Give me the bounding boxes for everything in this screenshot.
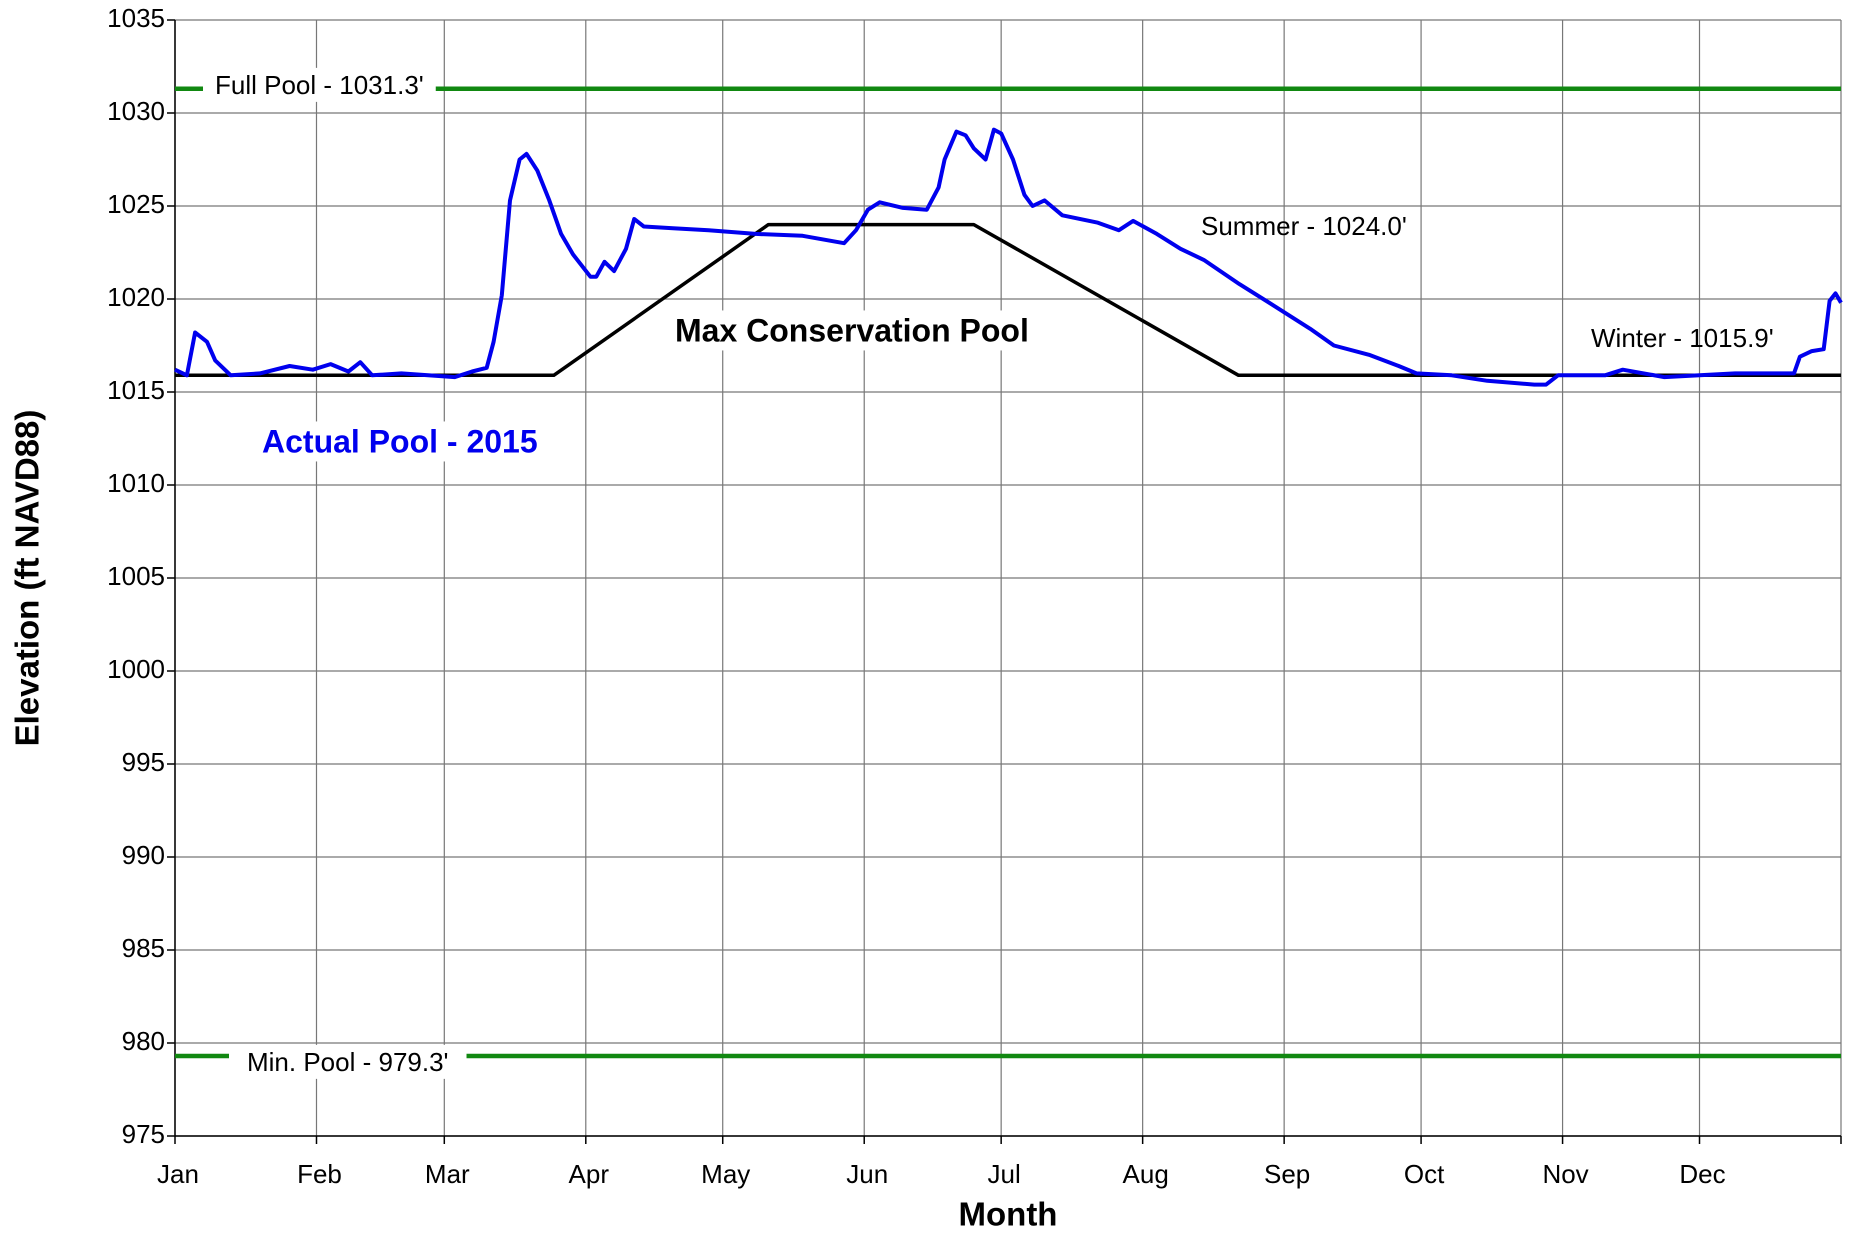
y-tick-label: 1005: [107, 561, 165, 591]
x-tick-label: Feb: [297, 1159, 342, 1189]
label-background: [669, 310, 1035, 351]
x-tick-label: Apr: [569, 1159, 610, 1189]
label-background: [229, 1044, 467, 1079]
series-label: Actual Pool - 2015: [262, 423, 538, 459]
y-tick-label: 1025: [107, 189, 165, 219]
series-line: [175, 222, 1841, 378]
y-tick-label: 995: [122, 747, 165, 777]
y-tick-label: 1020: [107, 282, 165, 312]
y-axis-title: Elevation (ft NAVD88): [9, 410, 46, 747]
y-tick-label: 980: [122, 1026, 165, 1056]
annotation: Winter - 1015.9': [1591, 323, 1774, 353]
y-tick-label: 1015: [107, 375, 165, 405]
x-axis-title: Month: [959, 1196, 1058, 1233]
x-tick-label: Oct: [1404, 1159, 1445, 1189]
y-tick-label: 1035: [107, 3, 165, 33]
y-tick-label: 985: [122, 933, 165, 963]
series-label: Max Conservation Pool: [675, 312, 1029, 348]
x-tick-label: Sep: [1264, 1159, 1310, 1189]
x-tick-label: Jul: [988, 1159, 1021, 1189]
x-tick-label: Dec: [1679, 1159, 1725, 1189]
y-tick-label: 975: [122, 1119, 165, 1149]
x-tick-label: Aug: [1123, 1159, 1169, 1189]
label-background: [254, 421, 546, 462]
y-tick-label: 1030: [107, 96, 165, 126]
series-line: [174, 127, 1843, 387]
x-tick-label: May: [701, 1159, 750, 1189]
x-tick-label: Mar: [425, 1159, 470, 1189]
series-label: Full Pool - 1031.3': [215, 70, 424, 100]
x-tick-label: Jan: [157, 1159, 199, 1189]
x-tick-label: Nov: [1542, 1159, 1588, 1189]
y-tick-label: 990: [122, 840, 165, 870]
annotation: Summer - 1024.0': [1201, 211, 1407, 241]
label-background: [203, 67, 436, 102]
y-tick-label: 1000: [107, 654, 165, 684]
series-label: Min. Pool - 979.3': [247, 1047, 449, 1077]
x-tick-label: Jun: [846, 1159, 888, 1189]
y-tick-label: 1010: [107, 468, 165, 498]
